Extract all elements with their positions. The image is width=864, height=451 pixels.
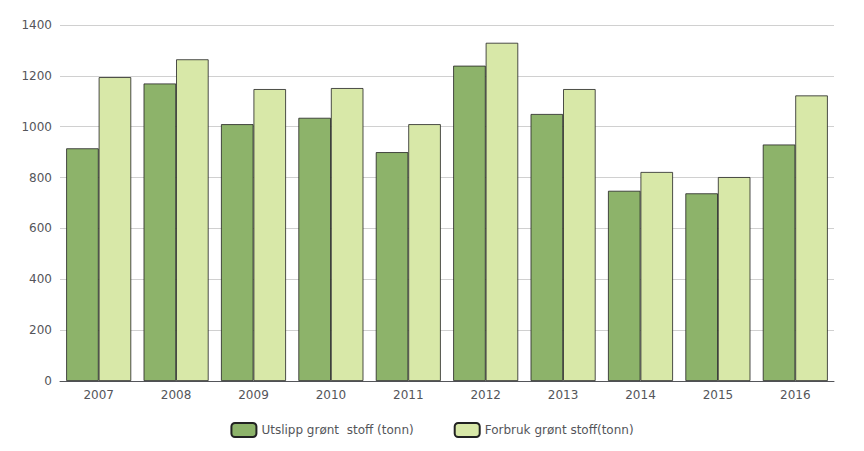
- svg-text:0: 0: [44, 374, 52, 388]
- svg-text:Utslipp grønt stoff (tonn): Utslipp grønt stoff (tonn): [261, 423, 413, 437]
- svg-text:1200: 1200: [21, 69, 52, 83]
- svg-text:2016: 2016: [780, 388, 811, 402]
- svg-text:1000: 1000: [21, 120, 52, 134]
- svg-text:2008: 2008: [161, 388, 192, 402]
- svg-text:200: 200: [29, 323, 52, 337]
- svg-text:800: 800: [29, 171, 52, 185]
- svg-text:2014: 2014: [625, 388, 656, 402]
- svg-text:1400: 1400: [21, 18, 52, 32]
- svg-text:2015: 2015: [703, 388, 734, 402]
- svg-text:2007: 2007: [83, 388, 114, 402]
- svg-text:2011: 2011: [393, 388, 424, 402]
- svg-text:2010: 2010: [316, 388, 347, 402]
- svg-text:Forbruk grønt stoff(tonn): Forbruk grønt stoff(tonn): [485, 423, 634, 437]
- svg-text:600: 600: [29, 221, 52, 235]
- svg-text:2009: 2009: [238, 388, 269, 402]
- svg-text:2012: 2012: [470, 388, 501, 402]
- svg-text:400: 400: [29, 272, 52, 286]
- svg-text:2013: 2013: [548, 388, 579, 402]
